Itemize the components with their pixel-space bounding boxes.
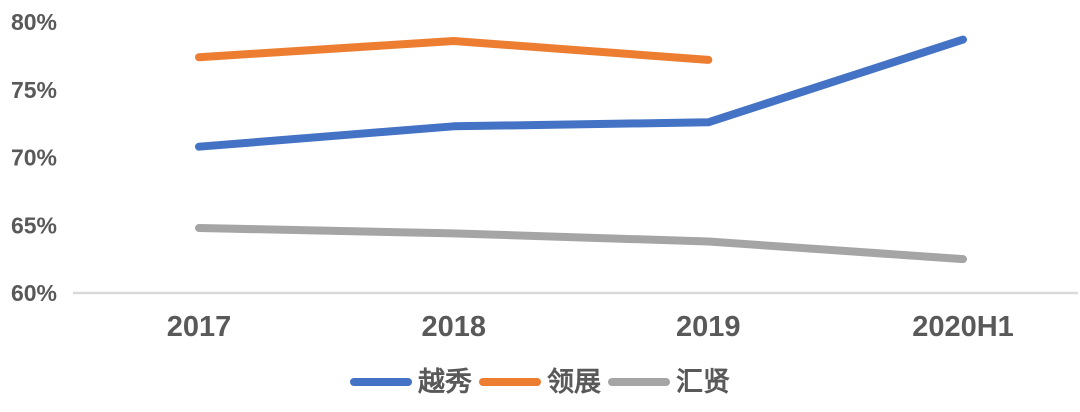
legend-swatch-icon [350,378,412,387]
legend-swatch-icon [479,378,541,387]
xtick-label: 2019 [676,311,741,343]
xtick-label: 2017 [167,311,232,343]
ytick-label: 65% [11,212,57,238]
series-line-2 [195,224,967,264]
legend-label: 汇贤 [676,367,730,397]
legend: 越秀 领展 汇贤 [0,366,1080,398]
xtick-label: 2020H1 [912,311,1014,343]
xtick-label: 2018 [421,311,486,343]
ytick-label: 60% [11,280,57,306]
legend-item-0: 越秀 [350,366,472,398]
legend-item-2: 汇贤 [608,366,730,398]
series-line-0 [195,35,967,151]
legend-label: 越秀 [418,367,472,397]
series-line-1 [195,37,713,64]
legend-swatch-icon [608,378,670,387]
legend-item-1: 领展 [479,366,601,398]
ytick-label: 80% [11,9,57,35]
ytick-label: 70% [11,145,57,171]
ytick-label: 75% [11,77,57,103]
legend-label: 领展 [547,367,601,397]
